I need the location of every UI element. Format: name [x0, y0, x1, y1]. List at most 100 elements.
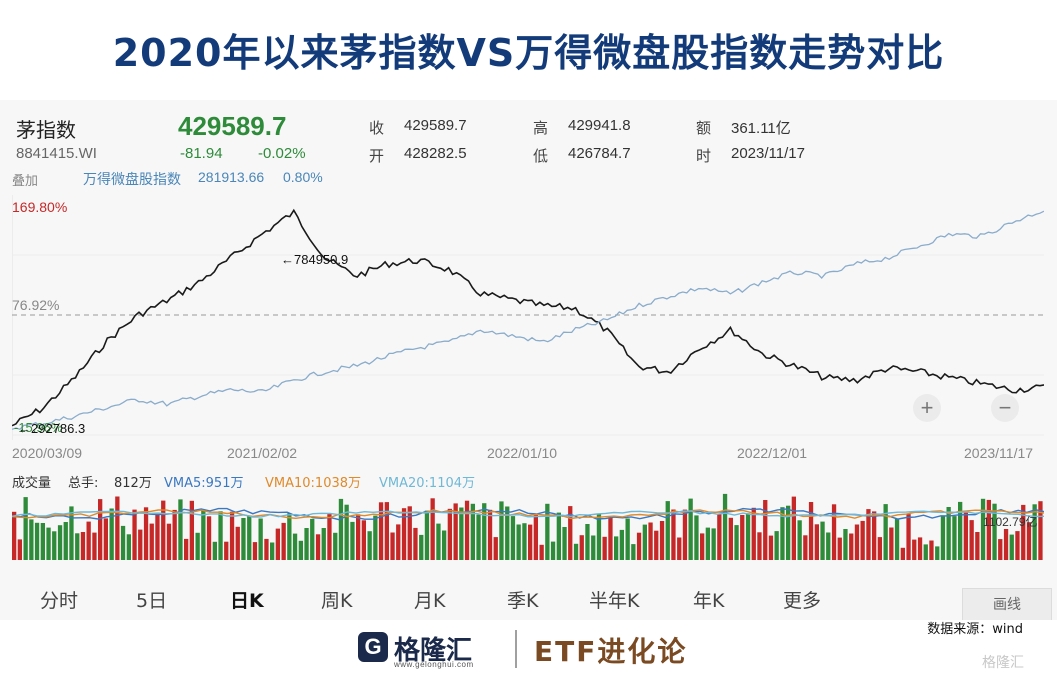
volume-bar: [23, 497, 28, 560]
footer: [0, 620, 1057, 678]
volume-bar: [602, 536, 607, 560]
volume-bar: [860, 520, 865, 560]
volume-bar: [688, 498, 693, 560]
volume-bar: [206, 516, 212, 560]
volume-bar: [63, 522, 68, 560]
volume-bar: [1032, 504, 1037, 560]
footer-divider: [515, 630, 517, 668]
volume-bar: [155, 514, 160, 560]
volume-bar: [665, 501, 670, 560]
series-layer: [12, 208, 1044, 431]
zoom-out-button[interactable]: −: [991, 394, 1019, 422]
volume-bar: [396, 524, 401, 560]
tab-more[interactable]: 更多: [783, 590, 822, 612]
x-tick-1: 2020/03/09: [12, 445, 83, 461]
volume-bar: [52, 531, 57, 560]
volume-bar: [1026, 522, 1032, 560]
volume-bar: [464, 500, 470, 560]
tab-5day[interactable]: 5日: [136, 590, 168, 612]
volume-bar: [700, 533, 705, 560]
volume-bar: [86, 521, 91, 560]
volume-chart[interactable]: [12, 490, 1044, 560]
volume-bar: [161, 500, 166, 560]
zoom-in-button[interactable]: +: [913, 394, 941, 422]
volume-bar: [172, 509, 177, 560]
volume-bar: [980, 498, 986, 560]
volume-bar: [969, 520, 974, 560]
volume-bar: [92, 532, 97, 560]
volume-bar: [975, 532, 980, 560]
volume-bar: [808, 502, 814, 560]
volume-bar: [34, 522, 40, 560]
volume-bar: [768, 535, 774, 560]
volume-bar: [636, 532, 642, 560]
volume-bar: [510, 516, 516, 560]
volume-bar: [1009, 534, 1014, 560]
volume-bar: [29, 519, 34, 560]
volume-bar: [407, 506, 412, 560]
volume-bar: [184, 538, 189, 560]
volume-bar: [986, 499, 991, 560]
volume-bar: [493, 537, 498, 560]
volume-bar: [751, 507, 756, 560]
volume-bar: [201, 510, 206, 560]
tab-weekly-k[interactable]: 周K: [321, 590, 353, 612]
volume-bar: [115, 496, 120, 560]
volume-bar: [304, 528, 309, 560]
volume-bar: [774, 531, 779, 560]
volume-bar: [447, 508, 452, 560]
volume-bar: [952, 516, 957, 560]
volume-bar: [734, 525, 739, 560]
volume-bar: [843, 529, 848, 560]
watermark: 格隆汇: [982, 655, 1024, 671]
vma20-line: [12, 510, 1044, 518]
volume-bar: [545, 503, 550, 560]
high-label: 高: [533, 119, 549, 137]
volume-bar: [568, 506, 573, 560]
volume-bar: [419, 534, 424, 560]
series-line-mao-index: [12, 208, 1044, 427]
volume-bar: [98, 499, 103, 560]
tab-yearly-k[interactable]: 年K: [693, 590, 725, 612]
draw-line-button[interactable]: 画线: [962, 588, 1052, 622]
volume-bar: [998, 539, 1003, 560]
volume-bar: [1015, 531, 1020, 560]
max-annotation: ←784950.9: [281, 252, 349, 267]
volume-bar: [132, 509, 137, 560]
overlay-index-name[interactable]: 万得微盘股指数: [83, 172, 181, 188]
volume-bar: [212, 541, 217, 560]
volume-bar: [75, 533, 80, 560]
close-label: 收: [369, 119, 385, 137]
volume-bar: [178, 499, 183, 560]
overlay-index-value: 281913.66: [198, 169, 265, 185]
time-label: 时: [696, 147, 712, 165]
volume-bar: [80, 532, 86, 560]
volume-bar: [854, 524, 860, 560]
volume-bar: [539, 544, 544, 560]
tab-monthly-k[interactable]: 月K: [414, 590, 446, 612]
price-chart[interactable]: [12, 195, 1044, 440]
volume-label: 成交量: [12, 476, 52, 491]
y-tick-top: 169.80%: [12, 199, 68, 215]
volume-bar: [958, 501, 963, 560]
volume-bar: [522, 523, 527, 560]
volume-bar: [940, 515, 946, 560]
volume-bar: [436, 523, 441, 560]
volume-bar: [608, 517, 613, 560]
volume-bar: [573, 543, 579, 560]
volume-bar: [12, 511, 17, 560]
volume-bar: [963, 512, 968, 560]
tab-quarterly-k[interactable]: 季K: [507, 590, 539, 612]
title-band: 2020年以来茅指数VS万得微盘股指数走势对比: [0, 0, 1057, 92]
tab-daily-k[interactable]: 日K: [230, 590, 264, 612]
tab-halfyear-k[interactable]: 半年K: [589, 590, 640, 612]
volume-bar: [281, 522, 286, 560]
volume-bar: [476, 514, 481, 560]
volume-bar: [671, 509, 676, 560]
volume-bar: [900, 547, 905, 560]
volume-bar: [648, 522, 653, 560]
volume-bar: [143, 507, 149, 560]
tab-intraday[interactable]: 分时: [40, 590, 79, 612]
volume-bar: [333, 532, 338, 560]
volume-bar: [310, 518, 315, 560]
